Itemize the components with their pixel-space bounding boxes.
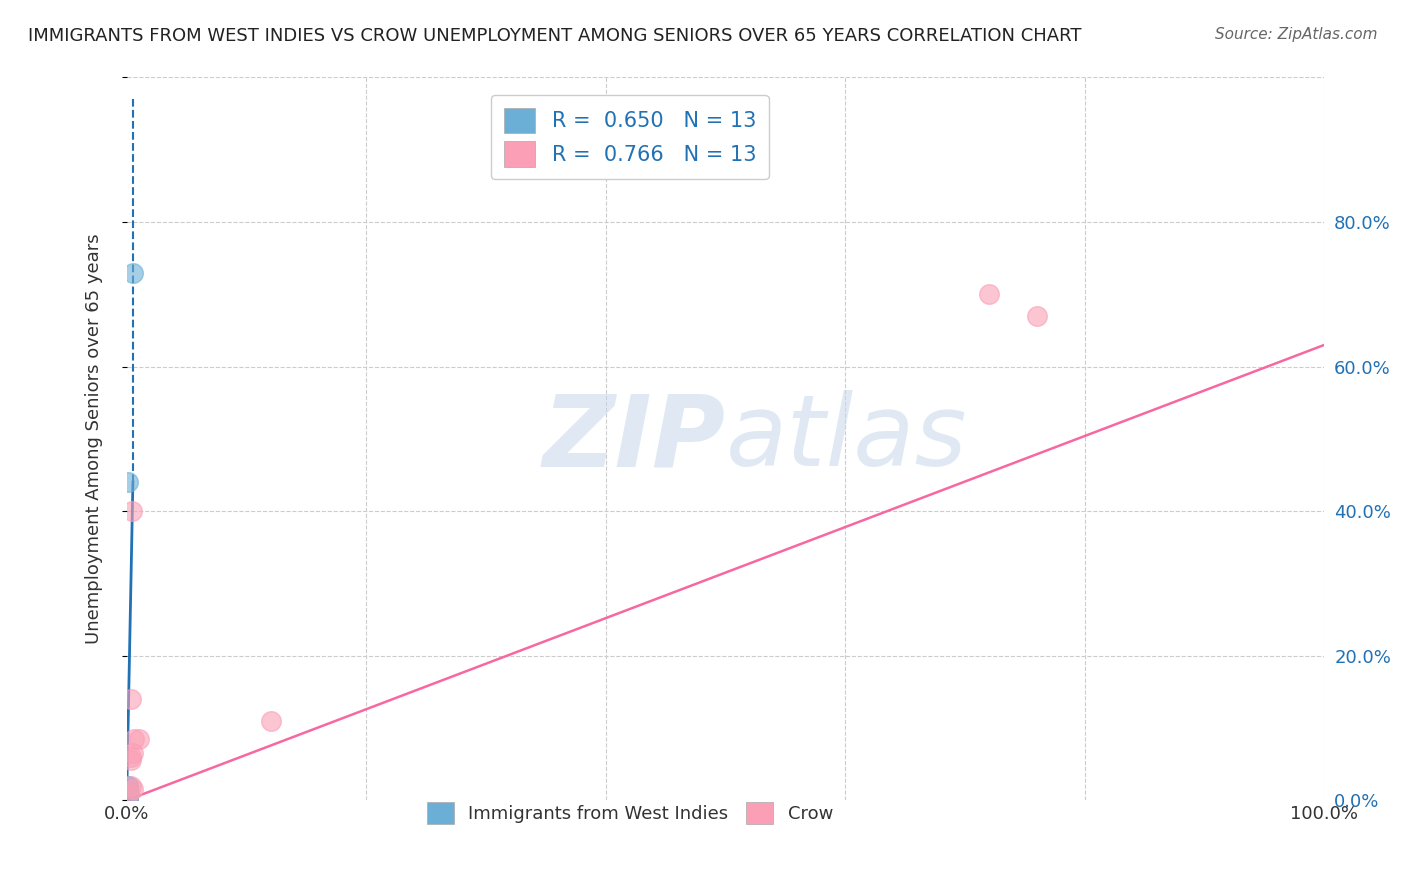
Point <box>1026 309 1049 323</box>
Text: atlas: atlas <box>725 391 967 487</box>
Point <box>120 692 142 706</box>
Point <box>118 786 141 800</box>
Y-axis label: Unemployment Among Seniors over 65 years: Unemployment Among Seniors over 65 years <box>86 234 103 644</box>
Point <box>120 779 142 793</box>
Point <box>117 786 139 800</box>
Point <box>128 731 150 746</box>
Point <box>117 789 139 804</box>
Point <box>122 731 145 746</box>
Point <box>121 504 143 518</box>
Legend: Immigrants from West Indies, Crow: Immigrants from West Indies, Crow <box>416 791 844 835</box>
Point <box>122 266 145 280</box>
Point <box>120 749 142 764</box>
Point <box>122 782 145 797</box>
Point <box>117 789 139 804</box>
Point <box>118 786 141 800</box>
Point <box>117 791 139 805</box>
Point <box>122 746 145 760</box>
Point <box>117 475 139 490</box>
Point <box>259 714 281 728</box>
Point <box>117 779 139 793</box>
Point <box>117 786 139 800</box>
Point <box>117 789 139 804</box>
Point <box>120 754 142 768</box>
Point <box>117 786 139 800</box>
Text: Source: ZipAtlas.com: Source: ZipAtlas.com <box>1215 27 1378 42</box>
Point <box>977 287 1000 301</box>
Point <box>117 786 139 800</box>
Text: ZIP: ZIP <box>543 391 725 487</box>
Text: IMMIGRANTS FROM WEST INDIES VS CROW UNEMPLOYMENT AMONG SENIORS OVER 65 YEARS COR: IMMIGRANTS FROM WEST INDIES VS CROW UNEM… <box>28 27 1081 45</box>
Point <box>117 779 139 793</box>
